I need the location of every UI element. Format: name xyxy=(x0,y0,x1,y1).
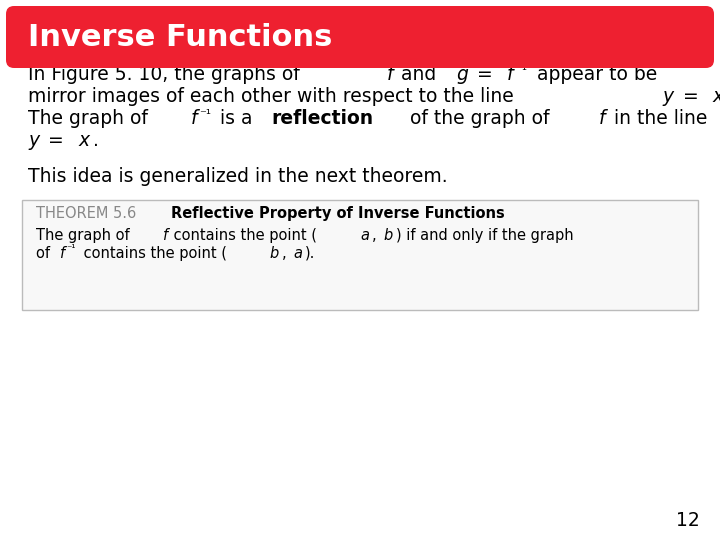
Text: 12: 12 xyxy=(676,511,700,530)
FancyBboxPatch shape xyxy=(22,200,698,310)
FancyBboxPatch shape xyxy=(6,6,714,68)
Text: =: = xyxy=(677,87,705,106)
Text: in the line: in the line xyxy=(608,109,707,128)
Text: ).: ). xyxy=(305,246,316,261)
Text: The graph of: The graph of xyxy=(28,109,154,128)
Text: =: = xyxy=(42,131,70,150)
Text: f: f xyxy=(190,109,197,128)
Text: ,: , xyxy=(372,228,381,243)
Text: =: = xyxy=(471,65,499,84)
Text: f: f xyxy=(163,228,168,243)
Text: Reflective Property of Inverse Functions: Reflective Property of Inverse Functions xyxy=(171,206,505,221)
Text: b: b xyxy=(270,246,279,261)
Text: f: f xyxy=(60,246,65,261)
Text: In Figure 5. 10, the graphs of: In Figure 5. 10, the graphs of xyxy=(28,65,306,84)
Text: ⁻¹: ⁻¹ xyxy=(199,108,211,121)
Text: of: of xyxy=(36,246,55,261)
Text: g: g xyxy=(456,65,468,84)
Text: contains the point (: contains the point ( xyxy=(79,246,227,261)
Text: mirror images of each other with respect to the line: mirror images of each other with respect… xyxy=(28,87,520,106)
Text: and: and xyxy=(395,65,442,84)
Text: of the graph of: of the graph of xyxy=(404,109,555,128)
Text: y: y xyxy=(662,87,674,106)
Text: x: x xyxy=(713,87,720,106)
Text: is a: is a xyxy=(215,109,259,128)
Text: ⁻¹: ⁻¹ xyxy=(67,244,76,254)
Text: This idea is generalized in the next theorem.: This idea is generalized in the next the… xyxy=(28,167,448,186)
Text: a: a xyxy=(294,246,302,261)
Text: f: f xyxy=(387,65,393,84)
Text: x: x xyxy=(78,131,89,150)
Text: .: . xyxy=(92,131,99,150)
Text: The graph of: The graph of xyxy=(36,228,134,243)
Text: b: b xyxy=(384,228,393,243)
Text: reflection: reflection xyxy=(272,109,374,128)
Text: ⁻¹: ⁻¹ xyxy=(516,64,528,77)
Text: f: f xyxy=(599,109,606,128)
Text: a: a xyxy=(360,228,369,243)
Text: f: f xyxy=(507,65,513,84)
Text: THEOREM 5.6: THEOREM 5.6 xyxy=(36,206,136,221)
Text: contains the point (: contains the point ( xyxy=(169,228,318,243)
Text: y: y xyxy=(28,131,39,150)
Text: ,: , xyxy=(282,246,291,261)
Text: appear to be: appear to be xyxy=(531,65,657,84)
Text: Inverse Functions: Inverse Functions xyxy=(28,23,333,51)
Text: ) if and only if the graph: ) if and only if the graph xyxy=(396,228,573,243)
